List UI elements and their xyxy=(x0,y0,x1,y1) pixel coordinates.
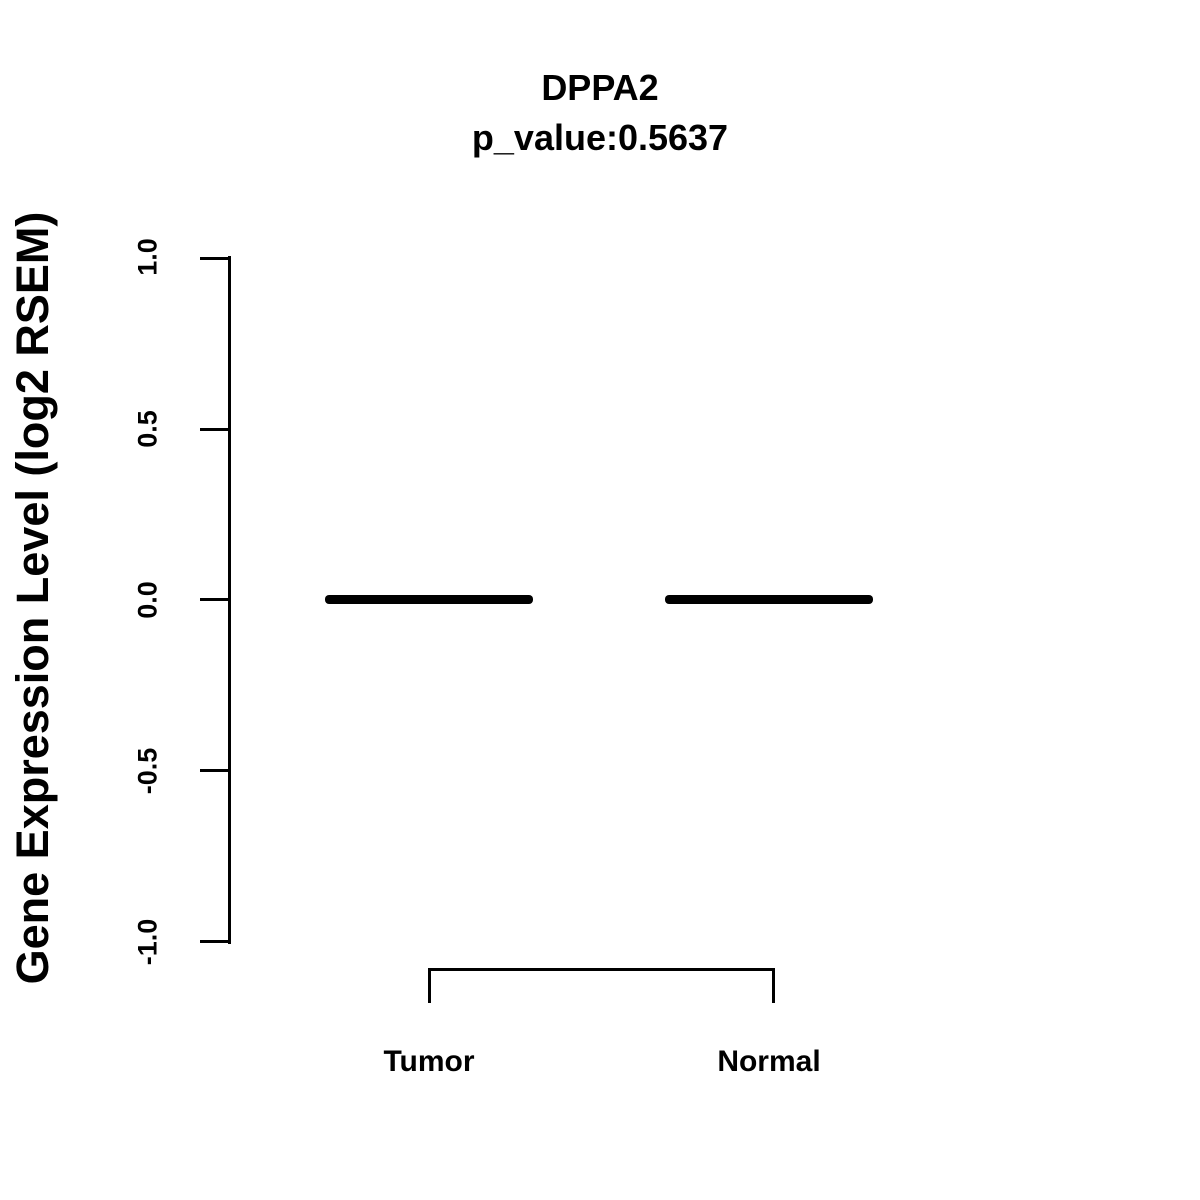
y-axis-title: Gene Expression Level (log2 RSEM) xyxy=(7,211,58,985)
chart-title: DPPA2 xyxy=(541,67,659,108)
y-tick-label: -0.5 xyxy=(132,747,163,795)
y-tick-label: -1.0 xyxy=(132,918,163,966)
x-group-label-tumor: Tumor xyxy=(383,1045,475,1078)
y-tick-label: 1.0 xyxy=(132,238,163,276)
y-axis-line xyxy=(228,256,231,944)
y-tick-mark xyxy=(200,940,229,943)
y-tick-mark xyxy=(200,257,229,260)
p-value-subtitle: p_value:0.5637 xyxy=(471,117,729,158)
y-tick-label: 0.0 xyxy=(132,581,163,619)
y-tick-mark xyxy=(200,598,229,601)
y-tick-label: 0.5 xyxy=(132,410,163,448)
x-group-label-normal: Normal xyxy=(717,1045,821,1078)
comparison-bracket xyxy=(428,968,775,1003)
median-line-normal xyxy=(665,595,873,604)
y-tick-mark xyxy=(200,769,229,772)
median-line-tumor xyxy=(325,595,533,604)
y-tick-mark xyxy=(200,428,229,431)
